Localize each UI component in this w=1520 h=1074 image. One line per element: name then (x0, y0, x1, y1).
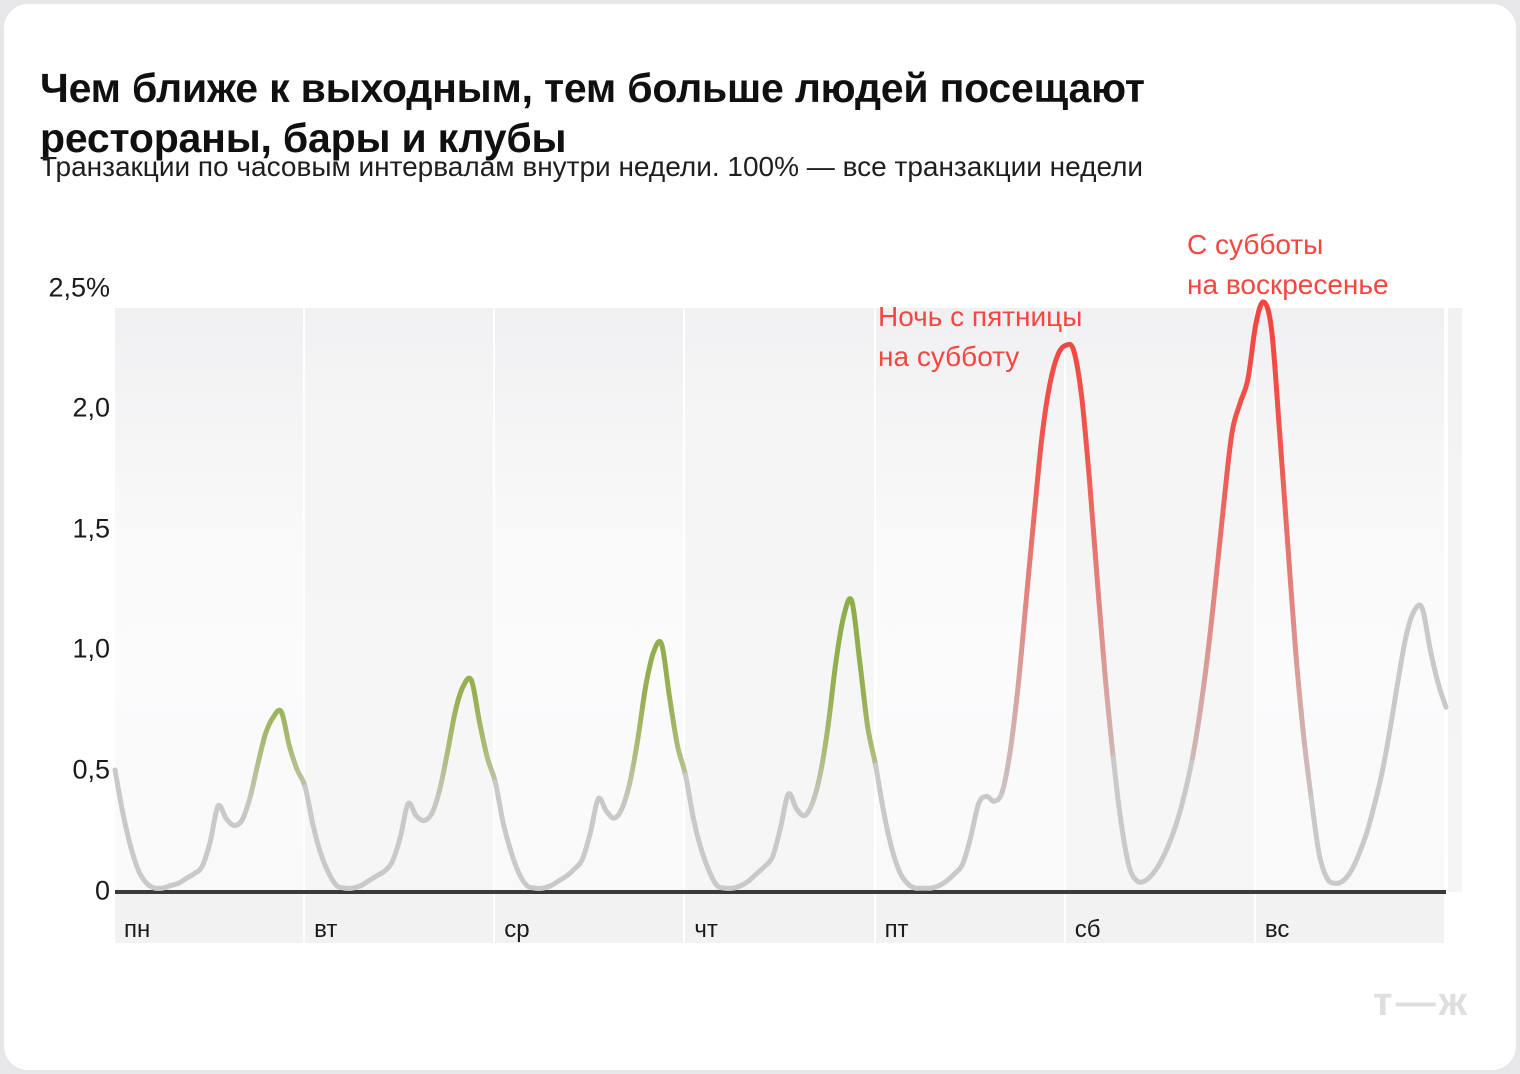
day-label-cell-ср: ср (495, 894, 684, 943)
day-label-cell-сб: сб (1065, 894, 1254, 943)
day-band-чт (685, 308, 874, 892)
annotation-saturday-sunday-night: С субботы на воскресенье (1187, 225, 1389, 305)
annotation-line: Ночь с пятницы (878, 301, 1083, 332)
tj-magazine-logo: т—ж (1373, 980, 1470, 1024)
day-band-partial-right (1448, 308, 1462, 892)
day-label: сб (1074, 916, 1101, 943)
y-tick-label-0-5: 0,5 (72, 754, 110, 785)
y-tick-label-2: 2,0 (72, 392, 110, 423)
y-tick-label-2-5: 2,5% (48, 272, 110, 302)
annotation-line: на субботу (878, 341, 1020, 372)
day-label: чт (694, 916, 718, 943)
day-label-cell-пн: пн (115, 894, 304, 943)
day-label: пн (124, 916, 151, 943)
day-label-cell-вс: вс (1255, 894, 1444, 943)
day-label: вс (1264, 916, 1290, 943)
day-label-cell-вт: вт (305, 894, 494, 943)
day-label-cell-пт: пт (875, 894, 1064, 943)
annotation-friday-saturday-night: Ночь с пятницы на субботу (878, 297, 1082, 377)
day-band-вт (305, 308, 494, 892)
y-tick-label-0: 0 (94, 875, 110, 905)
day-label: пт (884, 916, 909, 943)
day-band-пн (115, 308, 304, 892)
day-label: ср (504, 916, 530, 943)
x-axis-line (115, 890, 1446, 894)
day-band-пт (875, 308, 1064, 892)
y-tick-label-1: 1,0 (72, 633, 110, 664)
page-title: Чем ближе к выходным, тем больше людей п… (40, 65, 1145, 162)
day-band-сб (1065, 308, 1254, 892)
annotation-line: С субботы (1187, 229, 1324, 260)
day-label: вт (314, 916, 338, 943)
y-tick-label-1-5: 1,5 (72, 513, 110, 544)
annotation-line: на воскресенье (1187, 269, 1389, 300)
day-label-cell-чт: чт (685, 894, 874, 943)
day-band-ср (495, 308, 684, 892)
chart-subtitle: Транзакции по часовым интервалам внутри … (40, 151, 1144, 182)
day-band-вс (1255, 308, 1444, 892)
